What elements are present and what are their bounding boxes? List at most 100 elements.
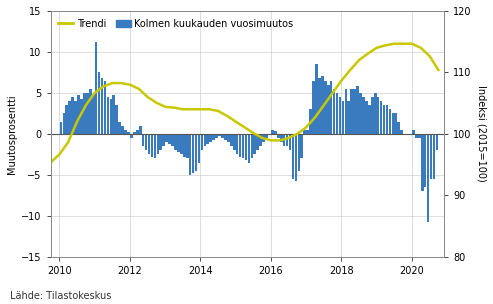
Bar	[69, 101, 71, 134]
Bar	[262, 134, 265, 142]
Bar	[218, 134, 221, 136]
Bar	[109, 99, 112, 134]
Bar	[66, 105, 68, 134]
Bar	[83, 93, 86, 134]
Bar	[247, 134, 250, 163]
Bar	[427, 134, 429, 222]
Bar	[210, 134, 212, 142]
Bar	[201, 134, 203, 150]
Bar	[397, 122, 400, 134]
Bar	[250, 134, 253, 158]
Bar	[239, 134, 242, 157]
Bar	[236, 134, 239, 154]
Bar	[177, 134, 180, 152]
Bar	[89, 89, 92, 134]
Bar	[204, 134, 206, 146]
Bar	[104, 81, 106, 134]
Bar	[192, 134, 194, 173]
Bar	[95, 42, 98, 134]
Bar	[292, 134, 294, 179]
Bar	[207, 134, 209, 144]
Y-axis label: Indeksi (2015=100): Indeksi (2015=100)	[476, 85, 486, 182]
Bar	[168, 134, 171, 144]
Bar	[336, 93, 338, 134]
Bar	[415, 134, 418, 138]
Bar	[230, 134, 233, 146]
Bar	[256, 134, 259, 150]
Bar	[359, 93, 362, 134]
Bar	[227, 134, 230, 142]
Bar	[274, 131, 277, 134]
Bar	[333, 89, 335, 134]
Bar	[198, 134, 200, 163]
Bar	[77, 95, 80, 134]
Bar	[377, 97, 380, 134]
Bar	[115, 105, 118, 134]
Bar	[136, 130, 139, 134]
Bar	[297, 134, 300, 171]
Bar	[315, 64, 318, 134]
Bar	[174, 134, 177, 150]
Bar	[265, 134, 268, 138]
Bar	[151, 134, 153, 157]
Bar	[277, 134, 280, 138]
Bar	[380, 101, 383, 134]
Bar	[215, 134, 218, 138]
Bar	[74, 101, 77, 134]
Bar	[421, 134, 423, 191]
Bar	[159, 134, 162, 150]
Bar	[289, 134, 291, 150]
Bar	[92, 95, 95, 134]
Bar	[154, 134, 156, 158]
Bar	[388, 109, 391, 134]
Text: Lähde: Tilastokeskus: Lähde: Tilastokeskus	[10, 291, 111, 301]
Bar	[271, 130, 274, 134]
Bar	[409, 134, 412, 136]
Bar	[183, 134, 185, 157]
Bar	[318, 78, 321, 134]
Bar	[253, 134, 256, 154]
Bar	[130, 134, 133, 138]
Bar	[286, 134, 288, 146]
Bar	[139, 126, 141, 134]
Bar	[71, 97, 74, 134]
Bar	[124, 130, 127, 134]
Bar	[386, 105, 388, 134]
Bar	[433, 134, 435, 179]
Bar	[342, 101, 344, 134]
Bar	[63, 113, 65, 134]
Bar	[157, 134, 159, 154]
Bar	[106, 97, 109, 134]
Bar	[321, 77, 324, 134]
Bar	[295, 134, 297, 181]
Bar	[212, 134, 215, 140]
Bar	[309, 109, 312, 134]
Bar	[145, 134, 147, 150]
Bar	[430, 134, 432, 179]
Bar	[300, 134, 303, 158]
Bar	[348, 101, 350, 134]
Bar	[394, 113, 397, 134]
Bar	[180, 134, 183, 154]
Bar	[162, 134, 165, 146]
Bar	[365, 101, 368, 134]
Bar	[424, 134, 426, 187]
Bar	[351, 89, 353, 134]
Bar	[339, 97, 341, 134]
Bar	[171, 134, 174, 146]
Bar	[186, 134, 188, 158]
Bar	[127, 132, 130, 134]
Bar	[86, 93, 89, 134]
Bar	[306, 130, 309, 134]
Bar	[60, 122, 62, 134]
Bar	[418, 134, 421, 138]
Bar	[371, 97, 374, 134]
Bar	[259, 134, 262, 146]
Bar	[356, 86, 359, 134]
Bar	[224, 134, 227, 140]
Bar	[221, 134, 224, 138]
Y-axis label: Muutosprosentti: Muutosprosentti	[7, 94, 17, 174]
Bar	[233, 134, 236, 150]
Bar	[189, 134, 191, 175]
Bar	[133, 132, 136, 134]
